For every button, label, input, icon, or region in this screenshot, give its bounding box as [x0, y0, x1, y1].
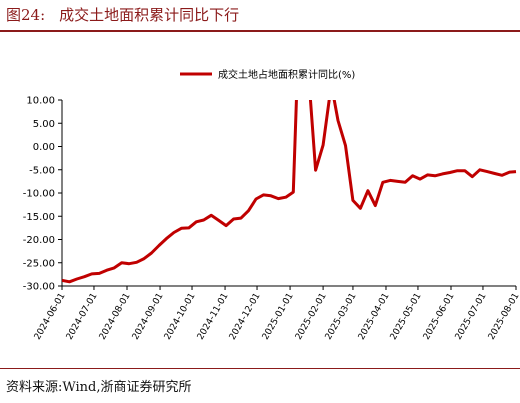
legend-label: 成交土地占地面积累计同比(%): [218, 68, 355, 81]
x-tick-label: 2024-08-01: [98, 292, 133, 342]
figure-title-text: 成交土地面积累计同比下行: [59, 6, 240, 24]
x-tick-label: 2025-03-01: [324, 292, 359, 342]
figure-label: 图24:: [6, 6, 46, 24]
series-line: [62, 100, 517, 284]
line-chart: 10.00 5.00 0.00 -5.00 -10.00 -15.00 -20.00 -25.…: [23, 68, 520, 342]
x-tick-label: 2024-10-01: [163, 292, 198, 342]
y-tick-label: -30.00: [23, 282, 55, 293]
figure-title: 图24: 成交土地面积累计同比下行: [6, 4, 239, 25]
y-tick-label: -20.00: [23, 235, 55, 246]
y-tick-label: -15.00: [23, 212, 55, 223]
x-tick-label: 2025-05-01: [389, 292, 424, 342]
x-tick-label: 2025-04-01: [357, 292, 392, 342]
x-tick-label: 2025-08-01: [487, 292, 520, 342]
x-tick-label: 2025-07-01: [454, 291, 489, 341]
y-tick-label: -5.00: [29, 165, 55, 176]
x-tick-label: 2024-09-01: [131, 292, 166, 342]
x-tick-label: 2024-12-01: [228, 292, 263, 342]
y-tick-label: 0.00: [33, 142, 55, 153]
x-tick-label: 2024-06-01: [33, 292, 68, 342]
x-tick-label: 2024-07-01: [65, 292, 100, 342]
footer-rule: [0, 368, 520, 369]
y-tick-label: -25.00: [23, 258, 55, 269]
x-tick-label: 2024-11-01: [196, 292, 231, 342]
title-rule: [0, 30, 520, 32]
x-tick-label: 2025-06-01: [422, 292, 457, 342]
source-note: 资料来源:Wind,浙商证券研究所: [6, 380, 192, 395]
x-tick-label: 2025-02-01: [294, 292, 329, 342]
legend: 成交土地占地面积累计同比(%): [180, 68, 355, 81]
y-tick-label: 5.00: [33, 119, 55, 130]
y-tick-label: 10.00: [26, 96, 55, 107]
y-tick-label: -10.00: [23, 189, 55, 200]
y-axis: 10.00 5.00 0.00 -5.00 -10.00 -15.00 -20.00 -25.…: [23, 96, 63, 293]
x-tick-label: 2025-01-01: [261, 292, 296, 342]
x-axis: 2024-06-012024-07-012024-08-012024-09-01…: [33, 285, 520, 342]
